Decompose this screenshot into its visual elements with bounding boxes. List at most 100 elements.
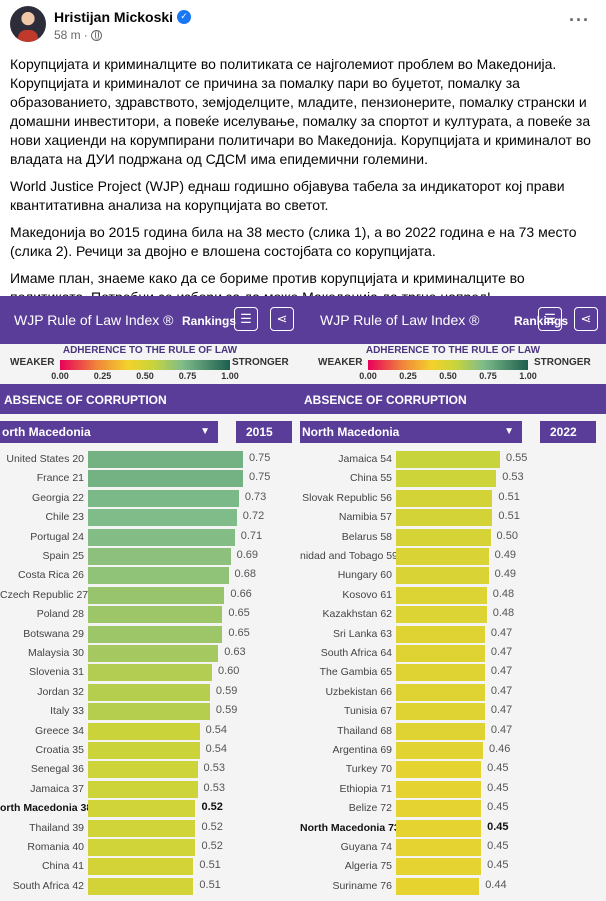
score-bar [88,742,200,759]
score-bar [396,722,485,740]
ranking-row[interactable]: Slovak Republic 56 0.51 [300,489,606,508]
rankings-link[interactable]: Rankings [182,314,237,328]
ranking-row[interactable]: South Africa 42 0.51 [0,877,300,896]
country-rank-label: Jamaica 54 [338,453,392,465]
ranking-row[interactable]: Thailand 39 0.52 [0,819,300,838]
ranking-row[interactable]: Italy 33 0.59 [0,702,300,721]
score-value: 0.51 [498,490,520,503]
score-bar [396,858,482,876]
score-value: 0.71 [240,529,263,542]
ranking-row[interactable]: Argentina 69 0.46 [300,741,606,760]
ranking-row[interactable]: Guyana 74 0.45 [300,838,606,857]
ranking-row[interactable]: Uzbekistan 66 0.47 [300,683,606,702]
ranking-row[interactable]: United States 20 0.75 [0,450,300,469]
ranking-row[interactable]: Slovenia 31 0.60 [0,663,300,682]
score-value: 0.49 [494,568,517,581]
ranking-row[interactable]: North Macedonia 73 0.45 [300,819,606,838]
wjp-screenshot-2015[interactable]: WJP Rule of Law Index ® Rankings ☰ ⋖ ADHEREN… [0,296,300,901]
post-time[interactable]: 58 m [54,28,81,42]
ranking-row[interactable]: nidad and Tobago 59 0.49 [300,547,606,566]
score-bar [88,528,235,546]
ranking-row[interactable]: Botswana 29 0.65 [0,625,300,644]
menu-icon[interactable]: ☰ [234,307,258,331]
ranking-row[interactable]: France 21 0.75 [0,469,300,488]
ranking-row[interactable]: Romania 40 0.52 [0,838,300,857]
legend-tick-label: 0.25 [399,371,417,381]
ranking-row[interactable]: Georgia 22 0.73 [0,489,300,508]
ranking-row[interactable]: China 55 0.53 [300,469,606,488]
menu-icon[interactable]: ☰ [538,307,562,331]
score-value: 0.51 [199,878,221,891]
ranking-row[interactable]: Kosovo 61 0.48 [300,586,606,605]
country-rank-label: Costa Rica 26 [18,569,84,582]
score-value: 0.47 [490,684,513,697]
ranking-row[interactable]: Algeria 75 0.45 [300,857,606,876]
country-select[interactable]: orth Macedonia ▼ [0,421,218,443]
post-paragraph: World Justice Project (WJP) еднаш годишн… [10,178,565,213]
wjp-screenshot-2022[interactable]: WJP Rule of Law Index ® Rankings ☰ ⋖ ADHEREN… [300,296,606,901]
ranking-row[interactable]: Croatia 35 0.54 [0,741,300,760]
score-value: 0.51 [498,510,520,523]
year-select[interactable]: 2015 [236,421,292,443]
ranking-row[interactable]: Namibia 57 0.51 [300,508,606,527]
ranking-row[interactable]: Jamaica 54 0.55 [300,450,606,469]
ranking-row[interactable]: South Africa 64 0.47 [300,644,606,663]
author-name[interactable]: Hristijan Mickoski [54,9,174,25]
score-value: 0.48 [492,587,515,600]
ranking-row[interactable]: China 41 0.51 [0,857,300,876]
country-rank-label: Uzbekistan 66 [325,685,392,698]
ranking-row[interactable]: Portugal 24 0.71 [0,528,300,547]
score-bar [88,819,196,837]
ranking-row[interactable]: Kazakhstan 62 0.48 [300,605,606,624]
avatar[interactable] [10,6,46,42]
score-bar [88,509,237,527]
ranking-row[interactable]: Costa Rica 26 0.68 [0,566,300,585]
score-bar [88,645,219,662]
ranking-row[interactable]: orth Macedonia 38 0.52 [0,799,300,818]
more-options-icon[interactable]: ··· [569,10,590,30]
score-value: 0.53 [502,471,524,484]
score-value: 0.52 [201,801,223,814]
ranking-row[interactable]: Chile 23 0.72 [0,508,300,527]
score-bar [396,548,489,565]
ranking-row[interactable]: Turkey 70 0.45 [300,760,606,779]
ranking-row[interactable]: Ethiopia 71 0.45 [300,780,606,799]
ranking-row[interactable]: Tunisia 67 0.47 [300,702,606,721]
ranking-row[interactable]: Jordan 32 0.59 [0,683,300,702]
section-title: ABSENCE OF CORRUPTION [4,393,167,407]
ranking-row[interactable]: Senegal 36 0.53 [0,760,300,779]
wjp-app-title: WJP Rule of Law Index ® [14,312,174,328]
score-bar [88,548,231,565]
ranking-row[interactable]: Belize 72 0.45 [300,799,606,818]
country-rank-label: Hungary 60 [337,569,392,582]
ranking-row[interactable]: Thailand 68 0.47 [300,722,606,741]
rankings-link[interactable]: Rankings [514,314,569,328]
legend-tick-label: 0.50 [136,371,154,381]
ranking-row[interactable]: Czech Republic 27 0.66 [0,586,300,605]
share-icon[interactable]: ⋖ [574,307,598,331]
ranking-row[interactable]: Suriname 76 0.44 [300,877,606,896]
score-bar [88,858,194,876]
legend-stronger-label: STRONGER [534,357,591,368]
rule-of-law-legend: ADHERENCE TO THE RULE OF LAW WEAKER STRONG… [0,344,300,384]
wjp-app-title: WJP Rule of Law Index ® [320,312,480,328]
country-rank-label: South Africa 42 [12,879,84,892]
country-rank-label: Slovak Republic 56 [302,491,392,504]
ranking-row[interactable]: Hungary 60 0.49 [300,566,606,585]
ranking-row[interactable]: The Gambia 65 0.47 [300,663,606,682]
score-bar [396,625,485,643]
country-select[interactable]: North Macedonia ▼ [300,421,522,443]
ranking-row[interactable]: Greece 34 0.54 [0,722,300,741]
country-rank-label: Czech Republic 27 [0,588,89,601]
ranking-row[interactable]: Jamaica 37 0.53 [0,780,300,799]
ranking-row[interactable]: Poland 28 0.65 [0,605,300,624]
ranking-row[interactable]: Sri Lanka 63 0.47 [300,625,606,644]
ranking-row[interactable]: Malaysia 30 0.63 [0,644,300,663]
ranking-row[interactable]: Spain 25 0.69 [0,547,300,566]
share-icon[interactable]: ⋖ [270,307,294,331]
country-rank-label: Croatia 35 [35,744,84,756]
country-rank-label: Turkey 70 [345,763,392,776]
year-select[interactable]: 2022 [540,421,596,443]
ranking-row[interactable]: Belarus 58 0.50 [300,528,606,547]
score-value: 0.45 [487,762,509,775]
